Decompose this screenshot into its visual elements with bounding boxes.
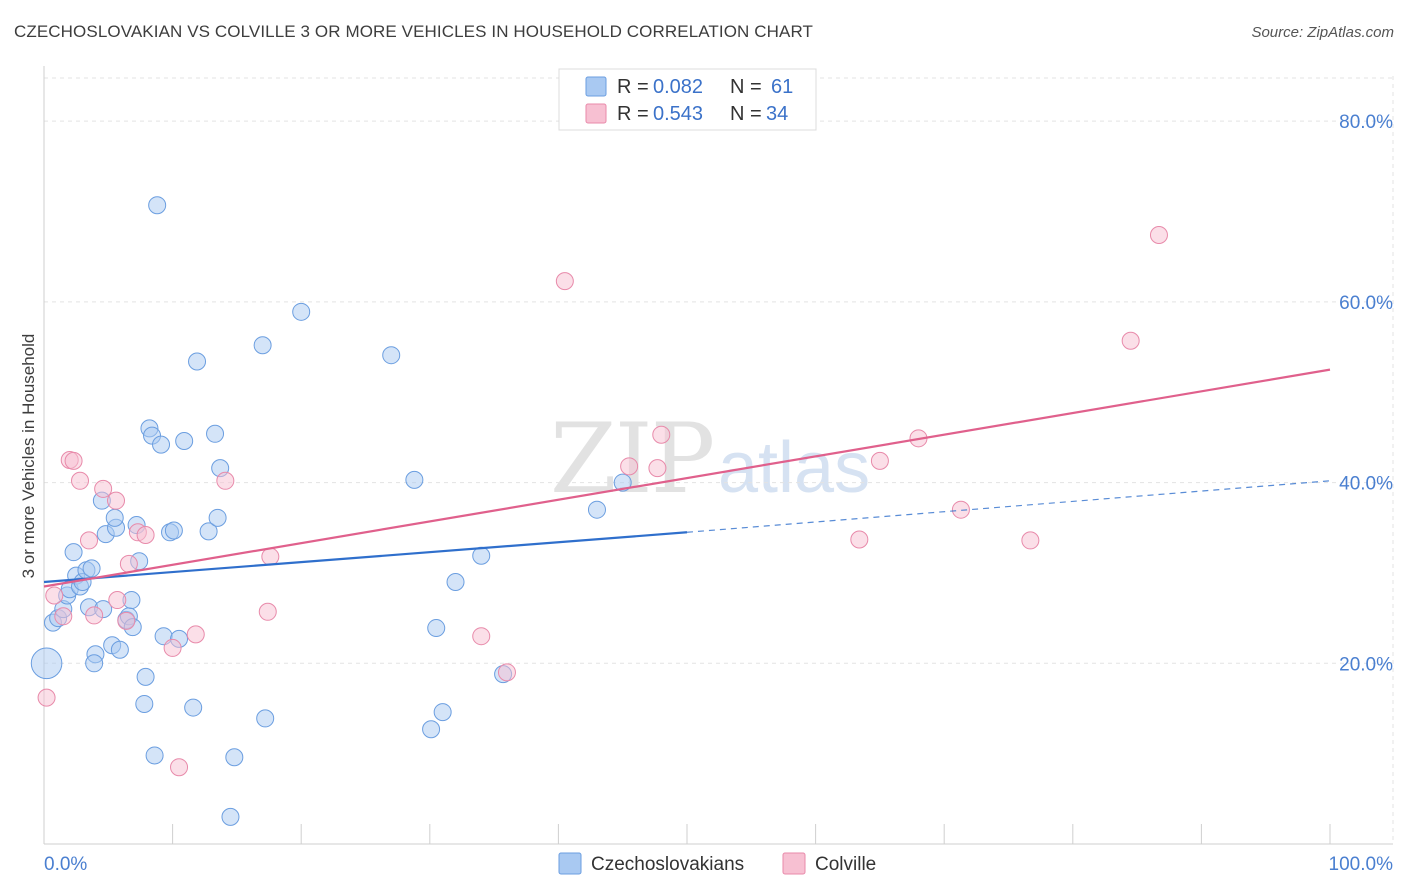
- colville-point-7: [85, 606, 104, 625]
- colville-point-16: [170, 758, 189, 777]
- legend-n-value-1: 61: [771, 76, 793, 98]
- colville-point-0: [37, 688, 56, 707]
- y-axis-title: 3 or more Vehicles in Household: [19, 334, 38, 579]
- bottom-legend-label-czechoslovakians: Czechoslovakians: [591, 854, 744, 875]
- czechoslovakian-point-52: [405, 470, 424, 489]
- czechoslovakian-point-49: [256, 709, 275, 728]
- legend-r-value-1: 0.082: [653, 76, 703, 98]
- czechoslovakian-point-34: [152, 435, 171, 454]
- colville-point-2: [54, 607, 73, 626]
- legend-n-label-2: N =: [730, 103, 762, 125]
- bottom-legend-label-colville: Colville: [815, 854, 876, 875]
- czechoslovakian-point-43: [206, 424, 225, 443]
- axes: [43, 66, 1393, 845]
- czechoslovakian-trend-line: [43, 531, 688, 584]
- czechoslovakian-point-47: [225, 748, 244, 767]
- colville-point-28: [870, 451, 889, 470]
- czechoslovakian-trend-extension: [686, 480, 1331, 533]
- colville-point-17: [186, 625, 205, 644]
- czechoslovakian-point-56: [446, 572, 465, 591]
- czechoslovakian-point-37: [164, 521, 183, 540]
- czechoslovakian-point-41: [188, 352, 207, 371]
- colville-point-21: [472, 627, 491, 646]
- y-tick-label-40: 40.0%: [1339, 474, 1393, 495]
- colville-point-8: [94, 479, 113, 498]
- colville-point-23: [555, 272, 574, 291]
- czechoslovakian-point-59: [613, 473, 632, 492]
- czechoslovakian-point-0: [30, 647, 63, 680]
- colville-point-15: [163, 638, 182, 657]
- data-points: [30, 196, 1168, 826]
- correlation-legend: R = 0.082 N = 61 R = 0.543 N = 34: [558, 68, 817, 131]
- czechoslovakian-point-39: [175, 432, 194, 451]
- czechoslovakian-point-40: [184, 698, 203, 717]
- czechoslovakian-point-11: [82, 559, 101, 578]
- czechoslovakian-point-57: [472, 546, 491, 565]
- legend-swatch-colville: [585, 103, 607, 124]
- colville-point-19: [258, 602, 277, 621]
- series-legend: Czechoslovakians Colville: [558, 852, 876, 875]
- czechoslovakian-point-55: [433, 703, 452, 722]
- colville-point-22: [497, 663, 516, 682]
- legend-r-label-1: R =: [617, 76, 649, 98]
- czechoslovakian-point-46: [221, 807, 240, 826]
- czechoslovakian-point-48: [253, 336, 272, 355]
- x-tick-label-max: 100.0%: [1329, 854, 1394, 875]
- colville-point-9: [107, 491, 126, 510]
- bottom-legend-swatch-czechoslovakians: [558, 852, 582, 875]
- czechoslovakian-point-29: [136, 667, 155, 686]
- czechoslovakian-point-50: [292, 302, 311, 321]
- legend-swatch-czechoslovakians: [585, 76, 607, 97]
- x-tick-label-min: 0.0%: [44, 854, 87, 875]
- czechoslovakian-point-60: [587, 500, 606, 519]
- czechoslovakian-point-33: [148, 196, 167, 215]
- colville-point-30: [951, 500, 970, 519]
- czechoslovakian-point-54: [427, 619, 446, 638]
- colville-point-25: [648, 459, 667, 478]
- trend-lines: [43, 368, 1331, 588]
- legend-r-label-2: R =: [617, 103, 649, 125]
- chart-source: Source: ZipAtlas.com: [1251, 24, 1394, 41]
- czechoslovakian-point-32: [145, 746, 164, 765]
- colville-trend-line: [43, 368, 1331, 588]
- legend-n-value-2: 34: [766, 103, 788, 125]
- colville-point-6: [80, 531, 99, 550]
- legend-n-label-1: N =: [730, 76, 762, 98]
- czechoslovakian-point-42: [199, 522, 218, 541]
- chart-title: CZECHOSLOVAKIAN VS COLVILLE 3 OR MORE VE…: [14, 22, 814, 41]
- colville-point-24: [620, 457, 639, 476]
- czechoslovakian-point-20: [105, 508, 124, 527]
- colville-point-14: [136, 525, 155, 544]
- colville-point-27: [850, 530, 869, 549]
- czechoslovakian-point-6: [64, 543, 83, 562]
- bottom-legend-swatch-colville: [782, 852, 806, 875]
- colville-point-5: [71, 471, 90, 490]
- y-tick-label-60: 60.0%: [1339, 293, 1393, 314]
- colville-point-31: [1021, 531, 1040, 550]
- colville-point-1: [45, 586, 64, 605]
- colville-point-26: [652, 425, 671, 444]
- czechoslovakian-point-21: [110, 640, 129, 659]
- y-tick-label-20: 20.0%: [1339, 654, 1393, 675]
- czechoslovakian-point-44: [208, 508, 227, 527]
- colville-point-32: [1121, 331, 1140, 350]
- colville-point-33: [1149, 226, 1168, 245]
- colville-point-20: [261, 547, 280, 566]
- czechoslovakian-point-28: [135, 694, 154, 713]
- legend-r-value-2: 0.543: [653, 103, 703, 125]
- y-tick-labels: 20.0% 40.0% 60.0% 80.0%: [1339, 112, 1393, 675]
- colville-point-10: [108, 591, 127, 610]
- colville-point-18: [216, 471, 235, 490]
- czechoslovakian-point-13: [85, 654, 104, 673]
- czechoslovakian-point-51: [382, 346, 401, 365]
- colville-point-11: [117, 611, 136, 630]
- colville-point-4: [64, 451, 83, 470]
- colville-point-12: [119, 554, 138, 573]
- czechoslovakian-point-53: [422, 720, 441, 739]
- y-tick-label-80: 80.0%: [1339, 112, 1393, 133]
